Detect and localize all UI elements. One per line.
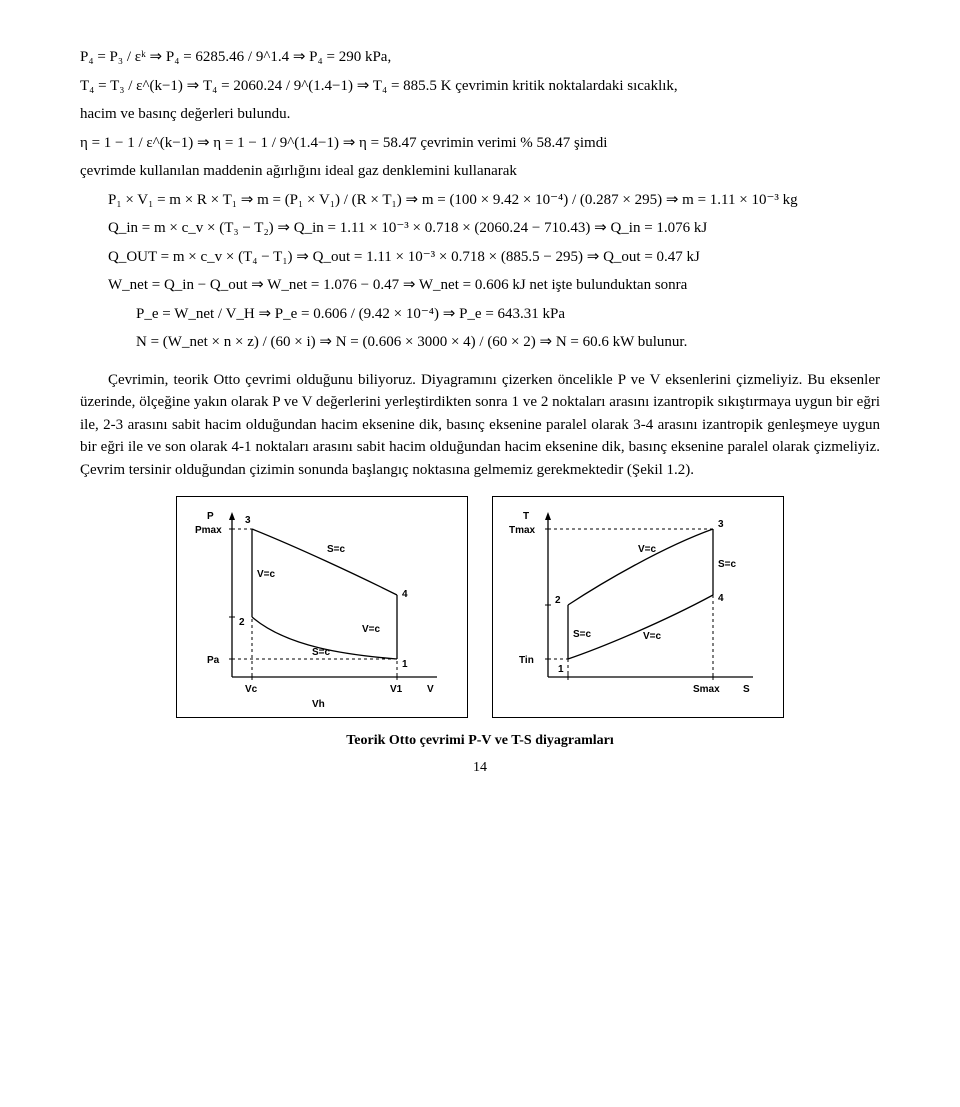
ts-point-3: 3 bbox=[718, 519, 724, 530]
pv-point-4: 4 bbox=[402, 589, 408, 600]
pv-point-2: 2 bbox=[239, 617, 245, 628]
equation-pe: P_e = W_net / V_H ⇒ P_e = 0.606 / (9.42 … bbox=[136, 303, 880, 326]
ts-annot-vc-top: V=c bbox=[638, 544, 657, 555]
ts-annot-sc-left: S=c bbox=[573, 629, 592, 640]
ts-x-label: S bbox=[743, 684, 750, 695]
text-hacim: hacim ve basınç değerleri bulundu. bbox=[80, 103, 880, 126]
pv-point-1: 1 bbox=[402, 659, 408, 670]
pv-pmax-label: Pmax bbox=[195, 525, 222, 536]
pv-annot-vc-bot: V=c bbox=[362, 624, 381, 635]
equation-n: N = (W_net × n × z) / (60 × i) ⇒ N = (0.… bbox=[136, 331, 880, 354]
pv-diagram: P Pmax Pa Vc V1 V Vh bbox=[176, 496, 468, 718]
ts-tin-label: Tin bbox=[519, 655, 534, 666]
equation-qout: Q_OUT = m × c_v × (T₄ − T₁) ⇒ Q_out = 1.… bbox=[108, 246, 880, 269]
pv-v1-label: V1 bbox=[390, 684, 403, 695]
ts-point-4: 4 bbox=[718, 593, 724, 604]
equation-mass: P₁ × V₁ = m × R × T₁ ⇒ m = (P₁ × V₁) / (… bbox=[108, 189, 880, 212]
equation-qin: Q_in = m × c_v × (T₃ − T₂) ⇒ Q_in = 1.11… bbox=[108, 217, 880, 240]
pv-annot-sc: S=c bbox=[327, 544, 346, 555]
figure-row: P Pmax Pa Vc V1 V Vh bbox=[80, 496, 880, 718]
ts-y-label: T bbox=[523, 511, 529, 522]
equation-p4: P₄ = P₃ / εᵏ ⇒ P₄ = 6285.46 / 9^1.4 ⇒ P₄… bbox=[80, 46, 880, 69]
text-ideal-gas: çevrimde kullanılan maddenin ağırlığını … bbox=[80, 160, 880, 183]
pv-annot-vc-top: V=c bbox=[257, 569, 276, 580]
pv-point-3: 3 bbox=[245, 515, 251, 526]
ts-annot-vc-bot: V=c bbox=[643, 631, 662, 642]
ts-point-1: 1 bbox=[558, 664, 564, 675]
pv-pa-label: Pa bbox=[207, 655, 220, 666]
ts-tmax-label: Tmax bbox=[509, 525, 536, 536]
figure-caption: Teorik Otto çevrimi P-V ve T-S diyagraml… bbox=[80, 730, 880, 751]
pv-annot-sc-bot: S=c bbox=[312, 647, 331, 658]
ts-point-2: 2 bbox=[555, 595, 561, 606]
explanation-paragraph: Çevrimin, teorik Otto çevrimi olduğunu b… bbox=[80, 369, 880, 482]
pv-vh-label: Vh bbox=[312, 699, 325, 710]
pv-y-label: P bbox=[207, 511, 214, 522]
equation-eta: η = 1 − 1 / ε^(k−1) ⇒ η = 1 − 1 / 9^(1.4… bbox=[80, 132, 880, 155]
ts-smax-label: Smax bbox=[693, 684, 720, 695]
page-number: 14 bbox=[80, 757, 880, 778]
ts-annot-sc-right: S=c bbox=[718, 559, 737, 570]
equation-wnet: W_net = Q_in − Q_out ⇒ W_net = 1.076 − 0… bbox=[108, 274, 880, 297]
pv-vc-label: Vc bbox=[245, 684, 258, 695]
equation-t4: T₄ = T₃ / ε^(k−1) ⇒ T₄ = 2060.24 / 9^(1.… bbox=[80, 75, 880, 98]
pv-x-label: V bbox=[427, 684, 434, 695]
ts-diagram: T Tmax Tin Smax S bbox=[492, 496, 784, 718]
